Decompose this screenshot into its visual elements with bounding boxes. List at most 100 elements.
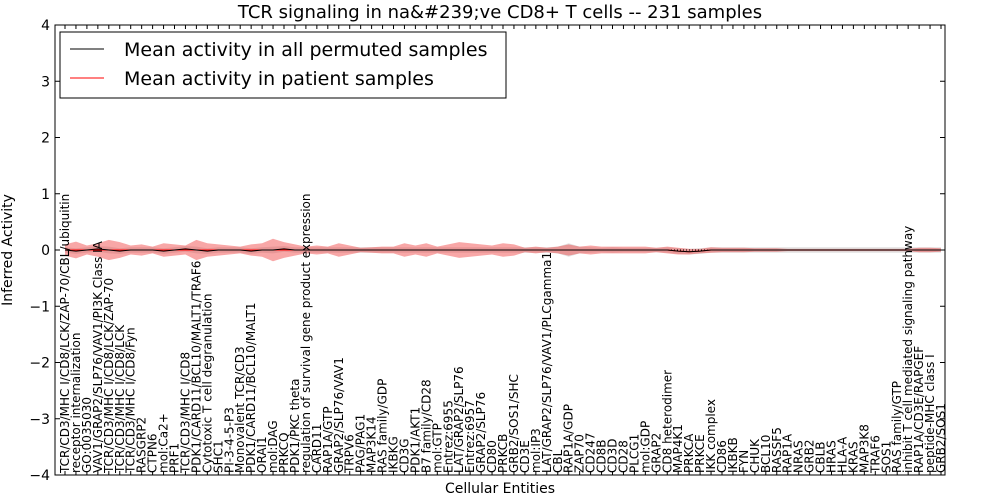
x-category-label: PDK1/AKT1 (408, 407, 422, 473)
x-category-label: LAT/GRAP2/SLP76 (452, 366, 466, 473)
y-tick-label: −4 (29, 468, 50, 484)
x-category-label: CD28 (616, 440, 630, 473)
x-tick-labels: TCR/CD3/MHC I/CD8/LCK/ZAP-70/CBL/ubiquit… (58, 194, 948, 474)
x-category-label: mol:GTP (430, 423, 444, 473)
y-tick-label: 3 (41, 74, 50, 90)
x-category-label: IKBKG (387, 436, 401, 473)
y-tick-label: 0 (41, 243, 50, 259)
x-category-label: RAP1A (781, 433, 795, 473)
x-category-label: Cytotoxic T cell degranulation (200, 294, 214, 473)
legend-label-patient: Mean activity in patient samples (124, 68, 434, 90)
x-category-label: CD8 heterodimer (660, 370, 674, 473)
x-category-label: GO:0035030 (80, 397, 94, 473)
x-category-label: IKBKB (726, 437, 740, 473)
x-category-label: GRB2/SOS1 (934, 403, 948, 473)
x-category-label: ORAI1 (255, 436, 269, 473)
x-category-label: TCR/CD3/MHC I/CD8/Fyn (124, 327, 138, 474)
x-category-label: CD3D (606, 439, 620, 474)
x-category-label: RAS family/GTP (890, 381, 904, 473)
legend-label-permuted: Mean activity in all permuted samples (124, 39, 487, 61)
x-category-label: mol:GDP (638, 421, 652, 473)
plot-frame (54, 24, 946, 476)
x-category-label: mol:Ca2+ (157, 413, 171, 473)
x-category-label: PRKCB (496, 434, 510, 473)
x-category-label: VAV1/GRAP2/SLP76/VAV1/PI3K Class IA (91, 240, 105, 473)
x-category-label: MAP4K1 (671, 424, 685, 473)
y-tick-label: −2 (29, 356, 50, 372)
y-tick-label: 1 (41, 187, 50, 203)
x-category-label: mol:IP3 (529, 428, 543, 473)
x-category-label: regulation of survival gene product expr… (299, 194, 313, 473)
x-category-label: GRB2/SOS1/SHC (507, 374, 521, 473)
y-tick-label: 2 (41, 131, 50, 147)
x-category-label: receptor internalization (69, 333, 83, 473)
x-axis-label: Cellular Entities (445, 481, 555, 497)
x-category-label: Entrez:6957 (463, 400, 477, 473)
x-category-label: RAP1A/GDP (562, 404, 576, 473)
y-tick-label: −1 (29, 299, 50, 315)
x-category-label: CD8B (595, 440, 609, 474)
x-category-label: PRKCE (693, 434, 707, 473)
x-category-label: PI-3-4-5-P3 (222, 407, 236, 473)
x-category-label: Monovalent TCR/CD3 (233, 346, 247, 473)
x-category-label: RAS family/GDP (376, 379, 390, 473)
x-category-label: RAP1A/GTP (321, 406, 335, 473)
chart-title: TCR signaling in na&#239;ve CD8+ T cells… (237, 2, 762, 23)
x-category-label: GRAP2/SLP76 (474, 392, 488, 473)
x-category-label: KRAS (846, 441, 860, 473)
x-category-label: HRAS (825, 440, 839, 473)
x-category-label: RASGRP2 (135, 417, 149, 473)
x-category-label: CD80 (485, 440, 499, 473)
x-category-label: GRAP2 (649, 433, 663, 473)
x-category-label: TRAF6 (868, 435, 882, 474)
x-category-label: BCL10 (759, 435, 773, 473)
x-category-label: RASSF5 (770, 427, 784, 473)
x-category-label: SHC1 (211, 440, 225, 473)
x-category-label: CD3G (397, 438, 411, 473)
x-category-label: FYN (737, 450, 751, 473)
x-category-label: NRAS (792, 440, 806, 473)
x-category-label: MAP3K14 (365, 416, 379, 473)
x-category-label: GRB2 (803, 439, 817, 473)
x-category-label: CD247 (584, 432, 598, 473)
x-category-label: CBLB (814, 441, 828, 473)
x-category-label: SOS1 (879, 441, 893, 473)
x-category-label: GRAP2/SLP76/VAV1 (332, 357, 346, 473)
x-category-label: ZAP70 (573, 434, 587, 473)
x-category-label: TRPV6 (343, 434, 357, 474)
x-category-label: TCR/CD3/MHC I/CD8/LCK/ZAP-70/CBL/ubiquit… (58, 194, 72, 474)
x-category-label: CD3E (518, 440, 532, 473)
legend-box (59, 31, 507, 99)
x-category-label: CD86 (715, 440, 729, 473)
x-category-label: CBL (551, 449, 565, 473)
permuted-mean-line (64, 248, 941, 253)
x-category-label: PDK1/CARD11/BCL10/MALT1/TRAF6 (189, 261, 203, 473)
x-category-label: TCR/CD3/MHC I/CD8 (178, 352, 192, 474)
x-category-label: peptide-MHC class I (923, 354, 937, 473)
x-category-label: IKK complex (704, 399, 718, 473)
x-category-label: PRKCQ (277, 432, 291, 473)
x-category-label: LAT/GRAP2/SLP76/VAV1/PLCgamma1 (540, 252, 554, 473)
x-category-label: PAG/PAG1 (354, 414, 368, 473)
y-tick-labels: 4 3 2 1 0 −1 −2 −3 −4 (29, 18, 50, 484)
x-category-label: MAP3K8 (857, 424, 871, 473)
y-tick-label: −3 (29, 412, 50, 428)
x-category-label: CARD11 (310, 424, 324, 473)
x-category-label: PDK1/PKC theta (288, 379, 302, 473)
x-category-label: PRF1 (168, 443, 182, 473)
x-category-label: TCR/CD3/MHC I/CD8/LCK (113, 324, 127, 474)
y-axis-label: Inferred Activity (0, 194, 16, 306)
x-category-label: HLA-A (835, 436, 849, 473)
x-category-label: PLCG1 (627, 434, 641, 473)
x-category-label: Entrez:6955 (441, 400, 455, 473)
x-category-label: PRKCA (682, 433, 696, 473)
x-category-label: CTPN6 (146, 433, 160, 473)
axis-ticks (55, 24, 945, 476)
x-category-label: inhibit T cell mediated signaling pathwa… (901, 226, 915, 473)
y-tick-label: 4 (41, 18, 50, 34)
x-category-label: PDK1/CARD11/BCL10/MALT1 (244, 303, 258, 473)
x-category-label: RAP1A/CD3E/RAPGEF (912, 346, 926, 473)
x-category-label: TCR/CD3/MHC I/CD8/LCK/ZAP-70 (102, 278, 116, 474)
legend: Mean activity in all permuted samples Me… (59, 31, 507, 99)
